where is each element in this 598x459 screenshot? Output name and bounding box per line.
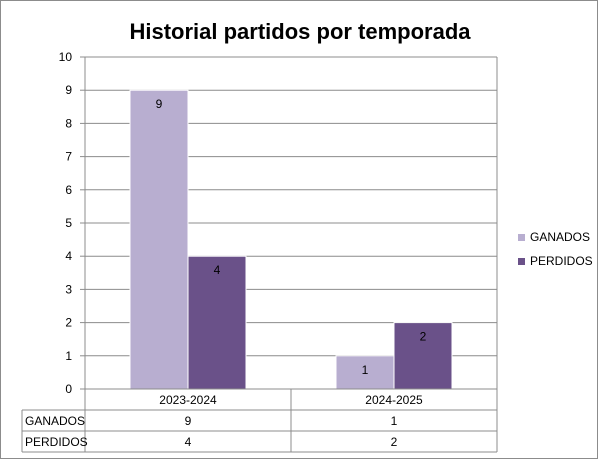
x-tick-label: 2024-2025: [365, 393, 423, 407]
y-tick-label: 1: [65, 349, 72, 363]
y-tick-label: 7: [65, 150, 72, 164]
chart-title: Historial partidos por temporada: [129, 19, 471, 44]
bar-perdidos-2023-2024: [187, 255, 247, 390]
data-table: 2023-2024 2024-2025 GANADOS 9 1 PERDIDOS 4 2: [21, 388, 498, 453]
legend: GANADOS PERDIDOS: [518, 230, 593, 268]
data-label: 1: [362, 363, 369, 377]
legend-label: GANADOS: [530, 230, 590, 244]
data-labels: 9 4 1 2: [156, 97, 427, 377]
legend-swatch: [518, 234, 525, 241]
y-tick-label: 8: [65, 116, 72, 130]
y-axis: 0 1 2 3 4 5 6 7 8 9 10: [59, 50, 86, 452]
legend-swatch: [518, 258, 525, 265]
data-label: 4: [214, 263, 221, 277]
table-cell: 2: [391, 435, 398, 449]
bar-ganados-2023-2024: [129, 89, 189, 390]
x-tick-label: 2023-2024: [159, 393, 217, 407]
data-label: 9: [156, 97, 163, 111]
bar-perdidos-2024-2025: [393, 322, 453, 390]
data-label: 2: [420, 330, 427, 344]
table-row-label: GANADOS: [25, 414, 85, 428]
y-tick-label: 9: [65, 83, 72, 97]
y-tick-label: 5: [65, 216, 72, 230]
bars: [129, 89, 453, 390]
table-cell: 1: [391, 414, 398, 428]
y-tick-label: 3: [65, 282, 72, 296]
y-tick-label: 4: [65, 249, 72, 263]
legend-label: PERDIDOS: [530, 254, 593, 268]
y-tick-label: 10: [59, 50, 73, 64]
table-cell: 4: [185, 435, 192, 449]
table-row-label: PERDIDOS: [25, 435, 88, 449]
y-tick-label: 0: [65, 382, 72, 396]
table-cell: 9: [185, 414, 192, 428]
y-tick-label: 6: [65, 183, 72, 197]
bar-ganados-2024-2025: [335, 355, 395, 390]
y-tick-label: 2: [65, 316, 72, 330]
